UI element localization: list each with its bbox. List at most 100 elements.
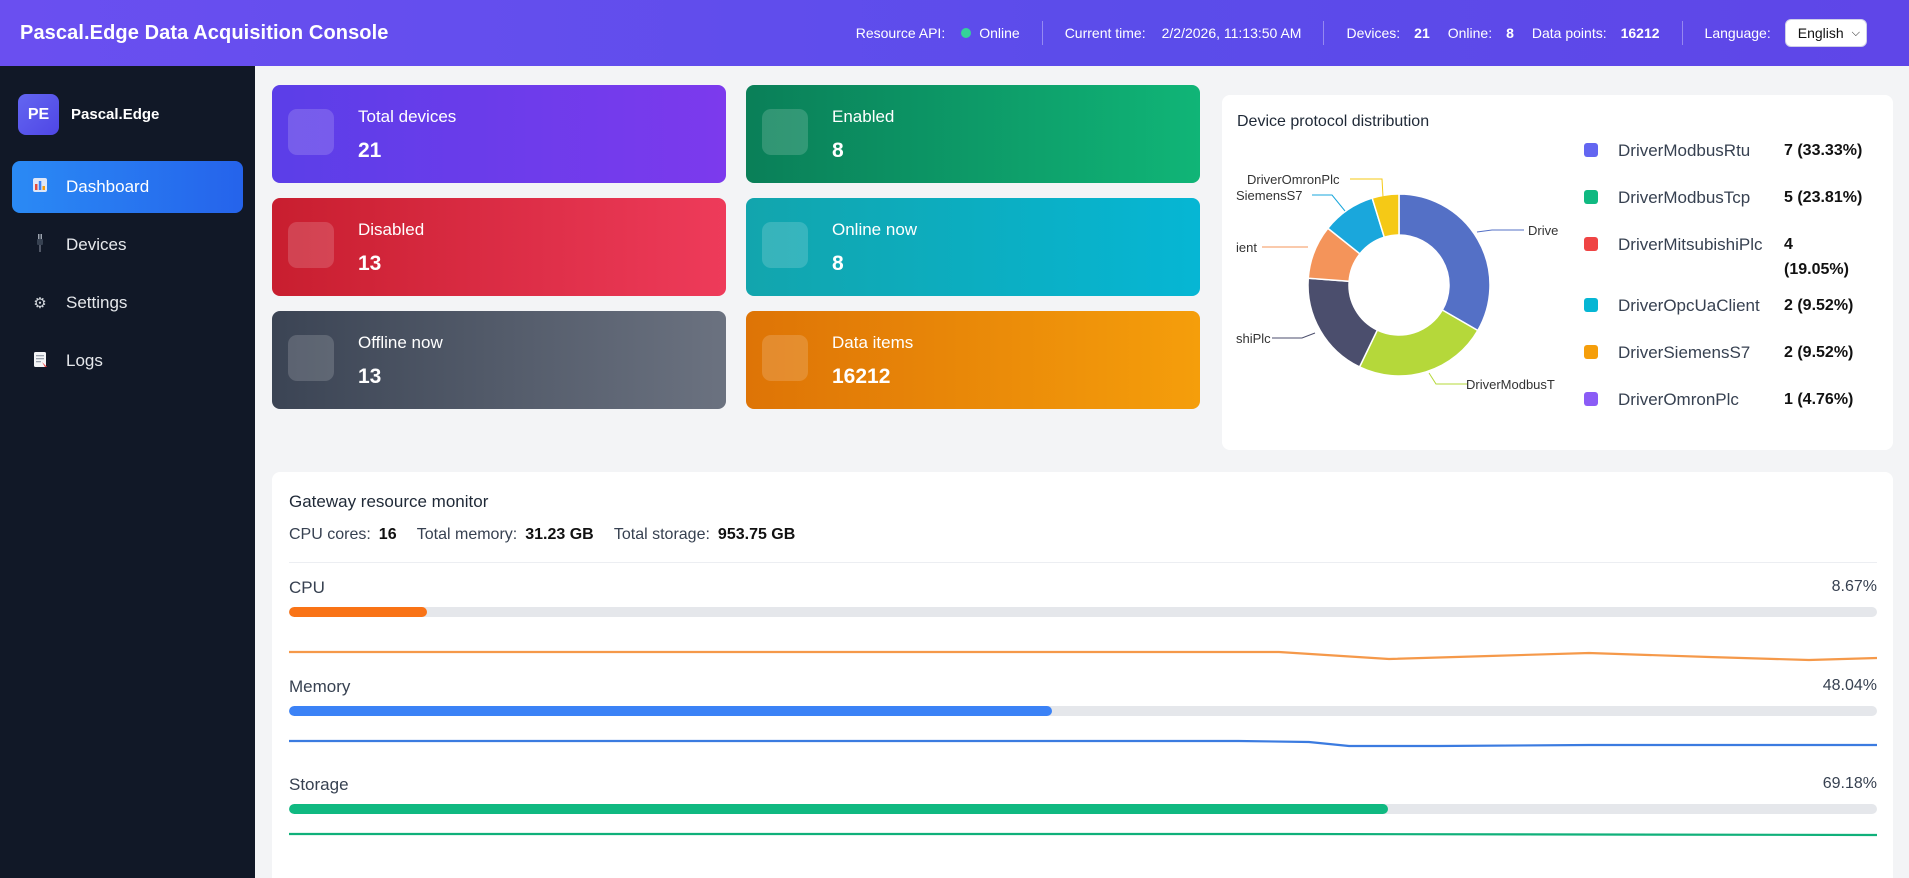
gateway-resource-monitor: Gateway resource monitor CPU cores: 16 To… bbox=[272, 472, 1893, 878]
legend-name: DriverModbusRtu bbox=[1618, 141, 1751, 160]
online-value: 8 bbox=[1506, 25, 1514, 41]
legend-swatch bbox=[1584, 143, 1598, 157]
resource-summary: CPU cores: 16 Total memory: 31.23 GB Total… bbox=[289, 526, 811, 544]
header-status-bar: Resource API: Online Current time: 2/2/2… bbox=[834, 19, 1889, 47]
card-icon-tile bbox=[288, 335, 334, 381]
pie-label-opc: ient bbox=[1236, 240, 1257, 255]
legend-item: DriverMitsubishiPlc 4 (19.05%) bbox=[1584, 225, 1884, 286]
stat-card-online-now: Online now 8 bbox=[746, 198, 1200, 296]
legend-item: DriverSiemensS7 2 (9.52%) bbox=[1584, 333, 1884, 380]
protocol-distribution-panel: Device protocol distribution Drive Drive… bbox=[1222, 95, 1893, 450]
pie-label-rtu: Drive bbox=[1528, 223, 1558, 238]
protocol-panel-title: Device protocol distribution bbox=[1237, 113, 1430, 130]
stat-value: 13 bbox=[358, 365, 382, 388]
stat-label: Online now bbox=[832, 220, 918, 239]
legend-count: 7 (33.33%) bbox=[1784, 142, 1863, 159]
legend-name: DriverOpcUaClient bbox=[1618, 296, 1760, 315]
stat-value: 13 bbox=[358, 252, 382, 275]
stat-label: Offline now bbox=[358, 333, 443, 352]
current-time-label: Current time: bbox=[1064, 25, 1146, 41]
pie-label-line bbox=[1272, 332, 1316, 339]
resource-api-status: Resource API: Online bbox=[834, 21, 1042, 45]
storage-percent: 69.18% bbox=[1822, 775, 1877, 792]
stat-value: 16212 bbox=[832, 365, 891, 388]
pie-slice-drivermodbusrtu[interactable] bbox=[1398, 193, 1491, 332]
device-summary: Devices: 21 Online: 8 Data points: 16212 bbox=[1323, 21, 1681, 45]
legend-swatch bbox=[1584, 237, 1598, 251]
total-storage-value: 953.75 GB bbox=[717, 526, 796, 543]
pie-label-mitsu: shiPlc bbox=[1236, 331, 1271, 346]
resource-api-label: Resource API: bbox=[855, 25, 946, 41]
card-icon-tile bbox=[288, 222, 334, 268]
legend-count: 4 (19.05%) bbox=[1784, 236, 1849, 278]
memory-progress-fill bbox=[289, 706, 1052, 716]
legend-item: DriverModbusRtu 7 (33.33%) bbox=[1584, 131, 1884, 178]
data-points-label: Data points: bbox=[1531, 25, 1607, 41]
pie-label-siemens: SiemensS7 bbox=[1236, 188, 1302, 203]
stat-value: 21 bbox=[358, 139, 382, 162]
devices-label: Devices: bbox=[1346, 25, 1401, 41]
cpu-progress-track bbox=[289, 607, 1877, 617]
protocol-donut-chart: Drive DriverModbusT shiPlc ient SiemensS… bbox=[1236, 172, 1558, 392]
pie-slice-drivermodbustcp[interactable] bbox=[1358, 308, 1479, 377]
sidebar: PE Pascal.Edge Dashboard Devices ⚙ Setti… bbox=[0, 66, 255, 878]
memory-progress-track bbox=[289, 706, 1877, 716]
language-switcher: Language: English ⌵ bbox=[1681, 19, 1889, 47]
card-icon-tile bbox=[762, 335, 808, 381]
pie-label-line bbox=[1350, 178, 1384, 198]
devices-value: 21 bbox=[1414, 25, 1430, 41]
data-points-value: 16212 bbox=[1620, 25, 1660, 41]
sidebar-item-label: Devices bbox=[66, 235, 127, 254]
stat-label: Data items bbox=[832, 333, 914, 352]
sidebar-item-label: Logs bbox=[66, 351, 103, 370]
legend-item: DriverModbusTcp 5 (23.81%) bbox=[1584, 178, 1884, 225]
total-memory-label: Total memory: bbox=[416, 526, 518, 543]
sidebar-item-label: Dashboard bbox=[66, 177, 150, 196]
stat-card-disabled: Disabled 13 bbox=[272, 198, 726, 296]
stat-card-enabled: Enabled 8 bbox=[746, 85, 1200, 183]
online-label: Online: bbox=[1447, 25, 1493, 41]
card-icon-tile bbox=[762, 109, 808, 155]
legend-count: 1 (4.76%) bbox=[1784, 391, 1854, 408]
legend-swatch bbox=[1584, 392, 1598, 406]
legend-swatch bbox=[1584, 345, 1598, 359]
app-title: Pascal.Edge Data Acquisition Console bbox=[20, 21, 389, 44]
legend-name: DriverModbusTcp bbox=[1618, 188, 1751, 207]
legend-name: DriverOmronPlc bbox=[1618, 390, 1739, 409]
pie-slice-driveromronplc[interactable] bbox=[1371, 193, 1400, 239]
chevron-down-icon: ⌵ bbox=[1851, 26, 1860, 39]
legend-count: 2 (9.52%) bbox=[1784, 344, 1854, 361]
storage-history-line bbox=[289, 832, 1877, 837]
storage-label: Storage bbox=[289, 775, 349, 794]
gear-icon: ⚙ bbox=[33, 295, 47, 312]
total-memory-value: 31.23 GB bbox=[525, 526, 594, 543]
pie-label-line bbox=[1476, 229, 1524, 233]
bar-chart-icon bbox=[30, 177, 50, 197]
sidebar-item-dashboard[interactable]: Dashboard bbox=[12, 161, 243, 213]
card-icon-tile bbox=[288, 109, 334, 155]
language-select[interactable]: English ⌵ bbox=[1784, 19, 1867, 47]
memory-history-line bbox=[289, 739, 1877, 748]
current-time: Current time: 2/2/2026, 11:13:50 AM bbox=[1041, 21, 1324, 45]
stat-value: 8 bbox=[832, 139, 844, 162]
cpu-percent: 8.67% bbox=[1831, 578, 1877, 595]
legend-name: DriverMitsubishiPlc bbox=[1618, 235, 1763, 254]
legend-count: 5 (23.81%) bbox=[1784, 189, 1863, 206]
sidebar-item-devices[interactable]: Devices bbox=[12, 219, 243, 271]
sidebar-nav: Dashboard Devices ⚙ Settings Logs bbox=[0, 161, 255, 387]
sidebar-item-settings[interactable]: ⚙ Settings bbox=[12, 277, 243, 329]
legend-name: DriverSiemensS7 bbox=[1618, 343, 1751, 362]
stat-card-total-devices: Total devices 21 bbox=[272, 85, 726, 183]
stat-label: Disabled bbox=[358, 220, 425, 239]
cpu-history-line bbox=[289, 650, 1877, 662]
sidebar-item-logs[interactable]: Logs bbox=[12, 335, 243, 387]
language-label: Language: bbox=[1704, 25, 1771, 41]
plug-icon bbox=[30, 234, 50, 256]
legend-count: 2 (9.52%) bbox=[1784, 297, 1854, 314]
cpu-cores-value: 16 bbox=[378, 526, 397, 543]
protocol-legend: DriverModbusRtu 7 (33.33%) DriverModbusT… bbox=[1584, 131, 1884, 427]
memory-percent: 48.04% bbox=[1822, 677, 1877, 694]
stat-label: Enabled bbox=[832, 107, 895, 126]
stat-card-offline-now: Offline now 13 bbox=[272, 311, 726, 409]
legend-swatch bbox=[1584, 190, 1598, 204]
